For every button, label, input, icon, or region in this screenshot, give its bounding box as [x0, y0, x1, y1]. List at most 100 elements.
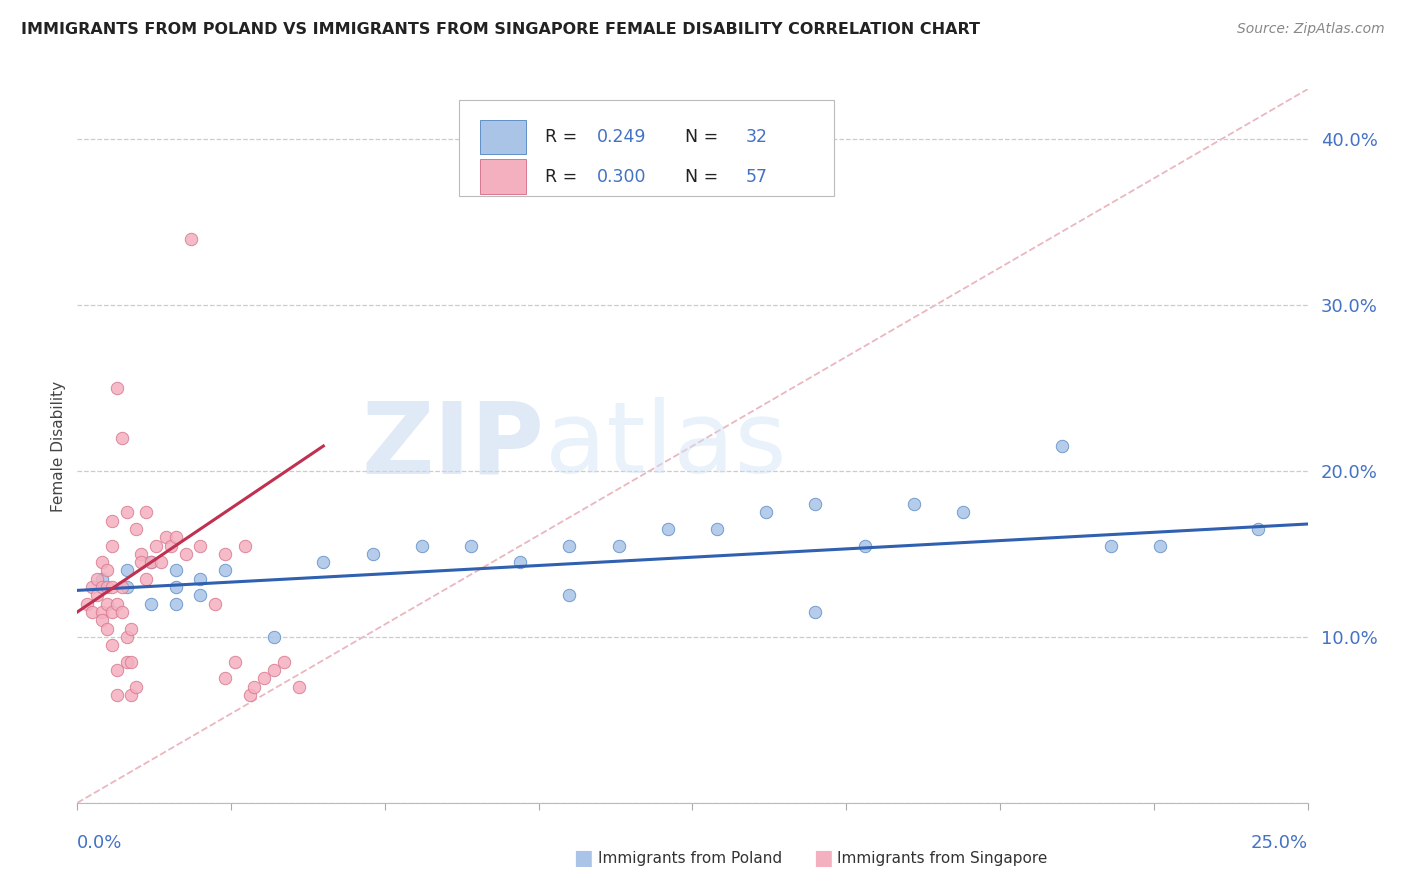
Point: [952, 505, 974, 519]
Point: [141, 555, 163, 569]
Point: [101, 580, 124, 594]
Point: [174, 547, 197, 561]
Point: [214, 671, 236, 685]
Point: [204, 597, 226, 611]
Point: [263, 663, 285, 677]
Point: [150, 555, 173, 569]
Point: [96, 564, 118, 578]
Point: [165, 564, 187, 578]
Point: [1099, 539, 1122, 553]
Point: [706, 522, 728, 536]
Point: [607, 539, 630, 553]
Point: [135, 505, 157, 519]
Point: [82, 605, 104, 619]
Point: [135, 572, 157, 586]
Point: [90, 555, 114, 569]
Point: [76, 597, 98, 611]
Point: [111, 605, 132, 619]
Point: [224, 655, 246, 669]
Text: ZIP: ZIP: [361, 398, 546, 494]
Point: [233, 539, 256, 553]
Point: [1247, 522, 1270, 536]
Point: [509, 555, 531, 569]
Point: [129, 555, 153, 569]
Point: [90, 613, 114, 627]
Point: [115, 564, 138, 578]
Point: [105, 597, 128, 611]
Point: [145, 539, 167, 553]
Point: [165, 530, 187, 544]
Point: [558, 588, 581, 602]
Text: 32: 32: [745, 128, 768, 146]
Point: [165, 580, 187, 594]
Point: [1149, 539, 1171, 553]
Point: [115, 630, 138, 644]
FancyBboxPatch shape: [458, 100, 834, 196]
Point: [96, 622, 118, 636]
Point: [411, 539, 433, 553]
Point: [155, 530, 177, 544]
Point: [657, 522, 679, 536]
Point: [755, 505, 778, 519]
Point: [214, 564, 236, 578]
Point: [160, 539, 183, 553]
Point: [90, 605, 114, 619]
Point: [115, 580, 138, 594]
Point: [460, 539, 482, 553]
Point: [101, 514, 124, 528]
Point: [1050, 439, 1073, 453]
Point: [101, 638, 124, 652]
Text: R =: R =: [546, 168, 582, 186]
Point: [903, 497, 925, 511]
Point: [111, 580, 132, 594]
Point: [96, 580, 118, 594]
Y-axis label: Female Disability: Female Disability: [51, 380, 66, 512]
Point: [121, 688, 143, 702]
Point: [312, 555, 335, 569]
Point: [263, 630, 285, 644]
Text: IMMIGRANTS FROM POLAND VS IMMIGRANTS FROM SINGAPORE FEMALE DISABILITY CORRELATIO: IMMIGRANTS FROM POLAND VS IMMIGRANTS FRO…: [21, 22, 980, 37]
Point: [115, 505, 138, 519]
Point: [121, 622, 143, 636]
Point: [125, 522, 148, 536]
Point: [141, 555, 163, 569]
Text: 0.249: 0.249: [596, 128, 645, 146]
Bar: [479, 120, 526, 154]
Point: [188, 588, 212, 602]
Point: [273, 655, 295, 669]
Point: [804, 605, 827, 619]
Text: Immigrants from Singapore: Immigrants from Singapore: [837, 851, 1047, 865]
Point: [361, 547, 384, 561]
Point: [115, 655, 138, 669]
Point: [214, 547, 236, 561]
Text: 57: 57: [745, 168, 768, 186]
Point: [165, 597, 187, 611]
Text: R =: R =: [546, 128, 582, 146]
Point: [105, 381, 128, 395]
Point: [101, 605, 124, 619]
Point: [188, 539, 212, 553]
Point: [90, 572, 114, 586]
Point: [253, 671, 276, 685]
Text: Source: ZipAtlas.com: Source: ZipAtlas.com: [1237, 22, 1385, 37]
Point: [180, 231, 202, 245]
Text: atlas: atlas: [546, 398, 786, 494]
Text: 0.0%: 0.0%: [77, 834, 122, 852]
Point: [86, 572, 108, 586]
Text: N =: N =: [673, 168, 724, 186]
Point: [125, 680, 148, 694]
Text: 25.0%: 25.0%: [1250, 834, 1308, 852]
Point: [804, 497, 827, 511]
Point: [105, 663, 128, 677]
Point: [90, 580, 114, 594]
Point: [129, 547, 153, 561]
Point: [86, 588, 108, 602]
Text: ■: ■: [574, 848, 593, 868]
Text: 0.300: 0.300: [596, 168, 645, 186]
Point: [141, 597, 163, 611]
Point: [82, 580, 104, 594]
Point: [111, 431, 132, 445]
Point: [105, 688, 128, 702]
Point: [288, 680, 311, 694]
Text: Immigrants from Poland: Immigrants from Poland: [598, 851, 782, 865]
